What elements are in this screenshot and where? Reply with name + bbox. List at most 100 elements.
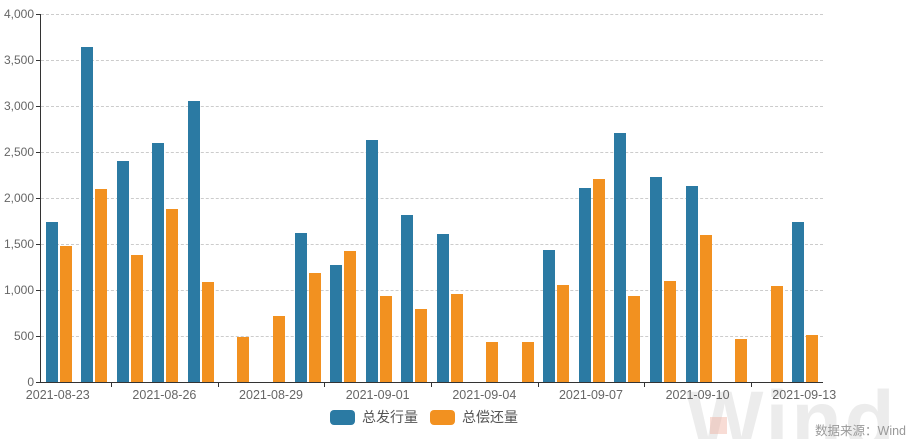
bar-repayment-2021-08-27[interactable]	[201, 281, 214, 382]
bar-group-2021-08-24	[77, 14, 113, 382]
y-axis-tick	[36, 244, 40, 245]
x-axis-tick	[324, 383, 326, 387]
x-axis-tick	[431, 383, 432, 387]
y-axis-tick	[36, 60, 40, 61]
legend-item-issuance[interactable]: 总发行量	[330, 407, 418, 427]
x-axis-label: 2021-09-13	[772, 388, 837, 402]
bar-issuance-2021-08-30[interactable]	[294, 232, 307, 382]
bar-group-2021-09-13	[787, 14, 823, 382]
bar-repayment-2021-08-26[interactable]	[166, 209, 179, 382]
bar-repayment-2021-08-31[interactable]	[344, 251, 357, 382]
legend-swatch-issuance	[330, 409, 355, 425]
y-axis-tick	[36, 290, 40, 291]
bar-repayment-2021-09-02[interactable]	[415, 309, 428, 382]
bar-group-2021-08-28	[219, 14, 255, 382]
y-axis-label: 4,000	[3, 7, 34, 21]
gridline-1500	[41, 244, 823, 245]
bar-group-2021-09-03	[432, 14, 468, 382]
bar-issuance-2021-08-25[interactable]	[116, 161, 129, 382]
y-axis-tick	[36, 198, 40, 199]
bar-issuance-2021-09-13[interactable]	[792, 221, 805, 382]
bar-group-2021-09-05	[503, 14, 539, 382]
x-axis-tick	[750, 383, 752, 387]
bar-issuance-2021-08-24[interactable]	[81, 47, 94, 382]
bar-repayment-2021-08-23[interactable]	[59, 245, 72, 382]
bar-repayment-2021-09-12[interactable]	[770, 286, 783, 382]
bar-repayment-2021-09-01[interactable]	[379, 295, 392, 382]
bar-issuance-2021-09-10[interactable]	[685, 186, 698, 382]
bar-repayment-2021-09-06[interactable]	[557, 285, 570, 382]
bar-group-2021-09-07	[574, 14, 610, 382]
x-axis-tick	[537, 383, 539, 387]
x-axis-label: 2021-08-29	[239, 388, 304, 402]
gridline-4000	[41, 14, 823, 15]
bar-repayment-2021-09-10[interactable]	[699, 234, 712, 382]
bar-repayment-2021-09-08[interactable]	[628, 295, 641, 382]
y-axis-tick	[36, 14, 40, 15]
bar-issuance-2021-09-09[interactable]	[650, 176, 663, 382]
bar-repayment-2021-09-05[interactable]	[521, 342, 534, 382]
bar-repayment-2021-09-09[interactable]	[664, 280, 677, 382]
x-axis-label: 2021-09-07	[558, 388, 623, 402]
wind-watermark-accent	[710, 417, 727, 434]
bar-issuance-2021-08-31[interactable]	[330, 265, 343, 382]
bar-group-2021-08-31	[325, 14, 361, 382]
x-axis-label: 2021-09-01	[345, 388, 410, 402]
bar-repayment-2021-09-11[interactable]	[735, 338, 748, 382]
bar-repayment-2021-09-04[interactable]	[486, 341, 499, 382]
y-axis-label: 2,500	[3, 145, 34, 159]
x-axis-tick	[644, 383, 646, 387]
bar-repayment-2021-08-29[interactable]	[273, 315, 286, 382]
legend-swatch-repayment	[430, 409, 455, 425]
bar-issuance-2021-09-08[interactable]	[614, 132, 627, 382]
y-axis-label: 500	[13, 329, 34, 343]
bar-issuance-2021-09-07[interactable]	[578, 187, 591, 382]
x-axis-label: 2021-09-10	[665, 388, 730, 402]
bar-group-2021-08-27	[183, 14, 219, 382]
x-axis-label: 2021-09-04	[452, 388, 517, 402]
x-axis-label: 2021-08-26	[132, 388, 197, 402]
bar-group-2021-08-29	[254, 14, 290, 382]
x-axis-tick	[111, 383, 113, 387]
bar-group-2021-08-26	[148, 14, 184, 382]
bar-repayment-2021-09-13[interactable]	[806, 335, 819, 382]
bar-issuance-2021-08-26[interactable]	[152, 142, 165, 382]
plot-area	[40, 14, 823, 383]
bar-group-2021-08-23	[41, 14, 77, 382]
legend-item-repayment[interactable]: 总偿还量	[430, 407, 518, 427]
bar-repayment-2021-09-03[interactable]	[450, 293, 463, 382]
bar-issuance-2021-09-06[interactable]	[543, 249, 556, 382]
bar-group-2021-09-08	[610, 14, 646, 382]
bar-group-2021-09-10	[681, 14, 717, 382]
gridline-3000	[41, 106, 823, 107]
bar-repayment-2021-08-30[interactable]	[308, 272, 321, 382]
x-axis-label: 2021-08-23	[25, 388, 90, 402]
bar-issuance-2021-09-01[interactable]	[365, 140, 378, 382]
y-axis-label: 3,500	[3, 53, 34, 67]
bar-repayment-2021-09-07[interactable]	[592, 178, 605, 382]
y-axis-label: 1,000	[3, 283, 34, 297]
y-axis-tick	[36, 336, 40, 337]
gridline-3500	[41, 60, 823, 61]
y-axis-tick	[36, 382, 40, 383]
bar-issuance-2021-09-03[interactable]	[436, 233, 449, 382]
bar-group-2021-09-01	[361, 14, 397, 382]
y-axis-tick	[36, 106, 40, 107]
bar-issuance-2021-08-23[interactable]	[45, 221, 58, 382]
bar-group-2021-09-06	[539, 14, 575, 382]
gridline-2000	[41, 198, 823, 199]
bar-group-2021-09-02	[396, 14, 432, 382]
legend: 总发行量 总偿还量	[330, 407, 518, 427]
bar-repayment-2021-08-24[interactable]	[95, 188, 108, 382]
x-axis-tick	[217, 383, 219, 387]
bar-issuance-2021-09-02[interactable]	[401, 215, 414, 382]
bar-repayment-2021-08-28[interactable]	[237, 336, 250, 382]
data-source-label: 数据来源：Wind	[815, 424, 906, 438]
bar-repayment-2021-08-25[interactable]	[130, 255, 143, 382]
bar-issuance-2021-08-27[interactable]	[187, 101, 200, 382]
bar-group-2021-09-04	[468, 14, 504, 382]
legend-label-issuance: 总发行量	[362, 409, 418, 425]
legend-label-repayment: 总偿还量	[462, 409, 518, 425]
y-axis-label: 2,000	[3, 191, 34, 205]
